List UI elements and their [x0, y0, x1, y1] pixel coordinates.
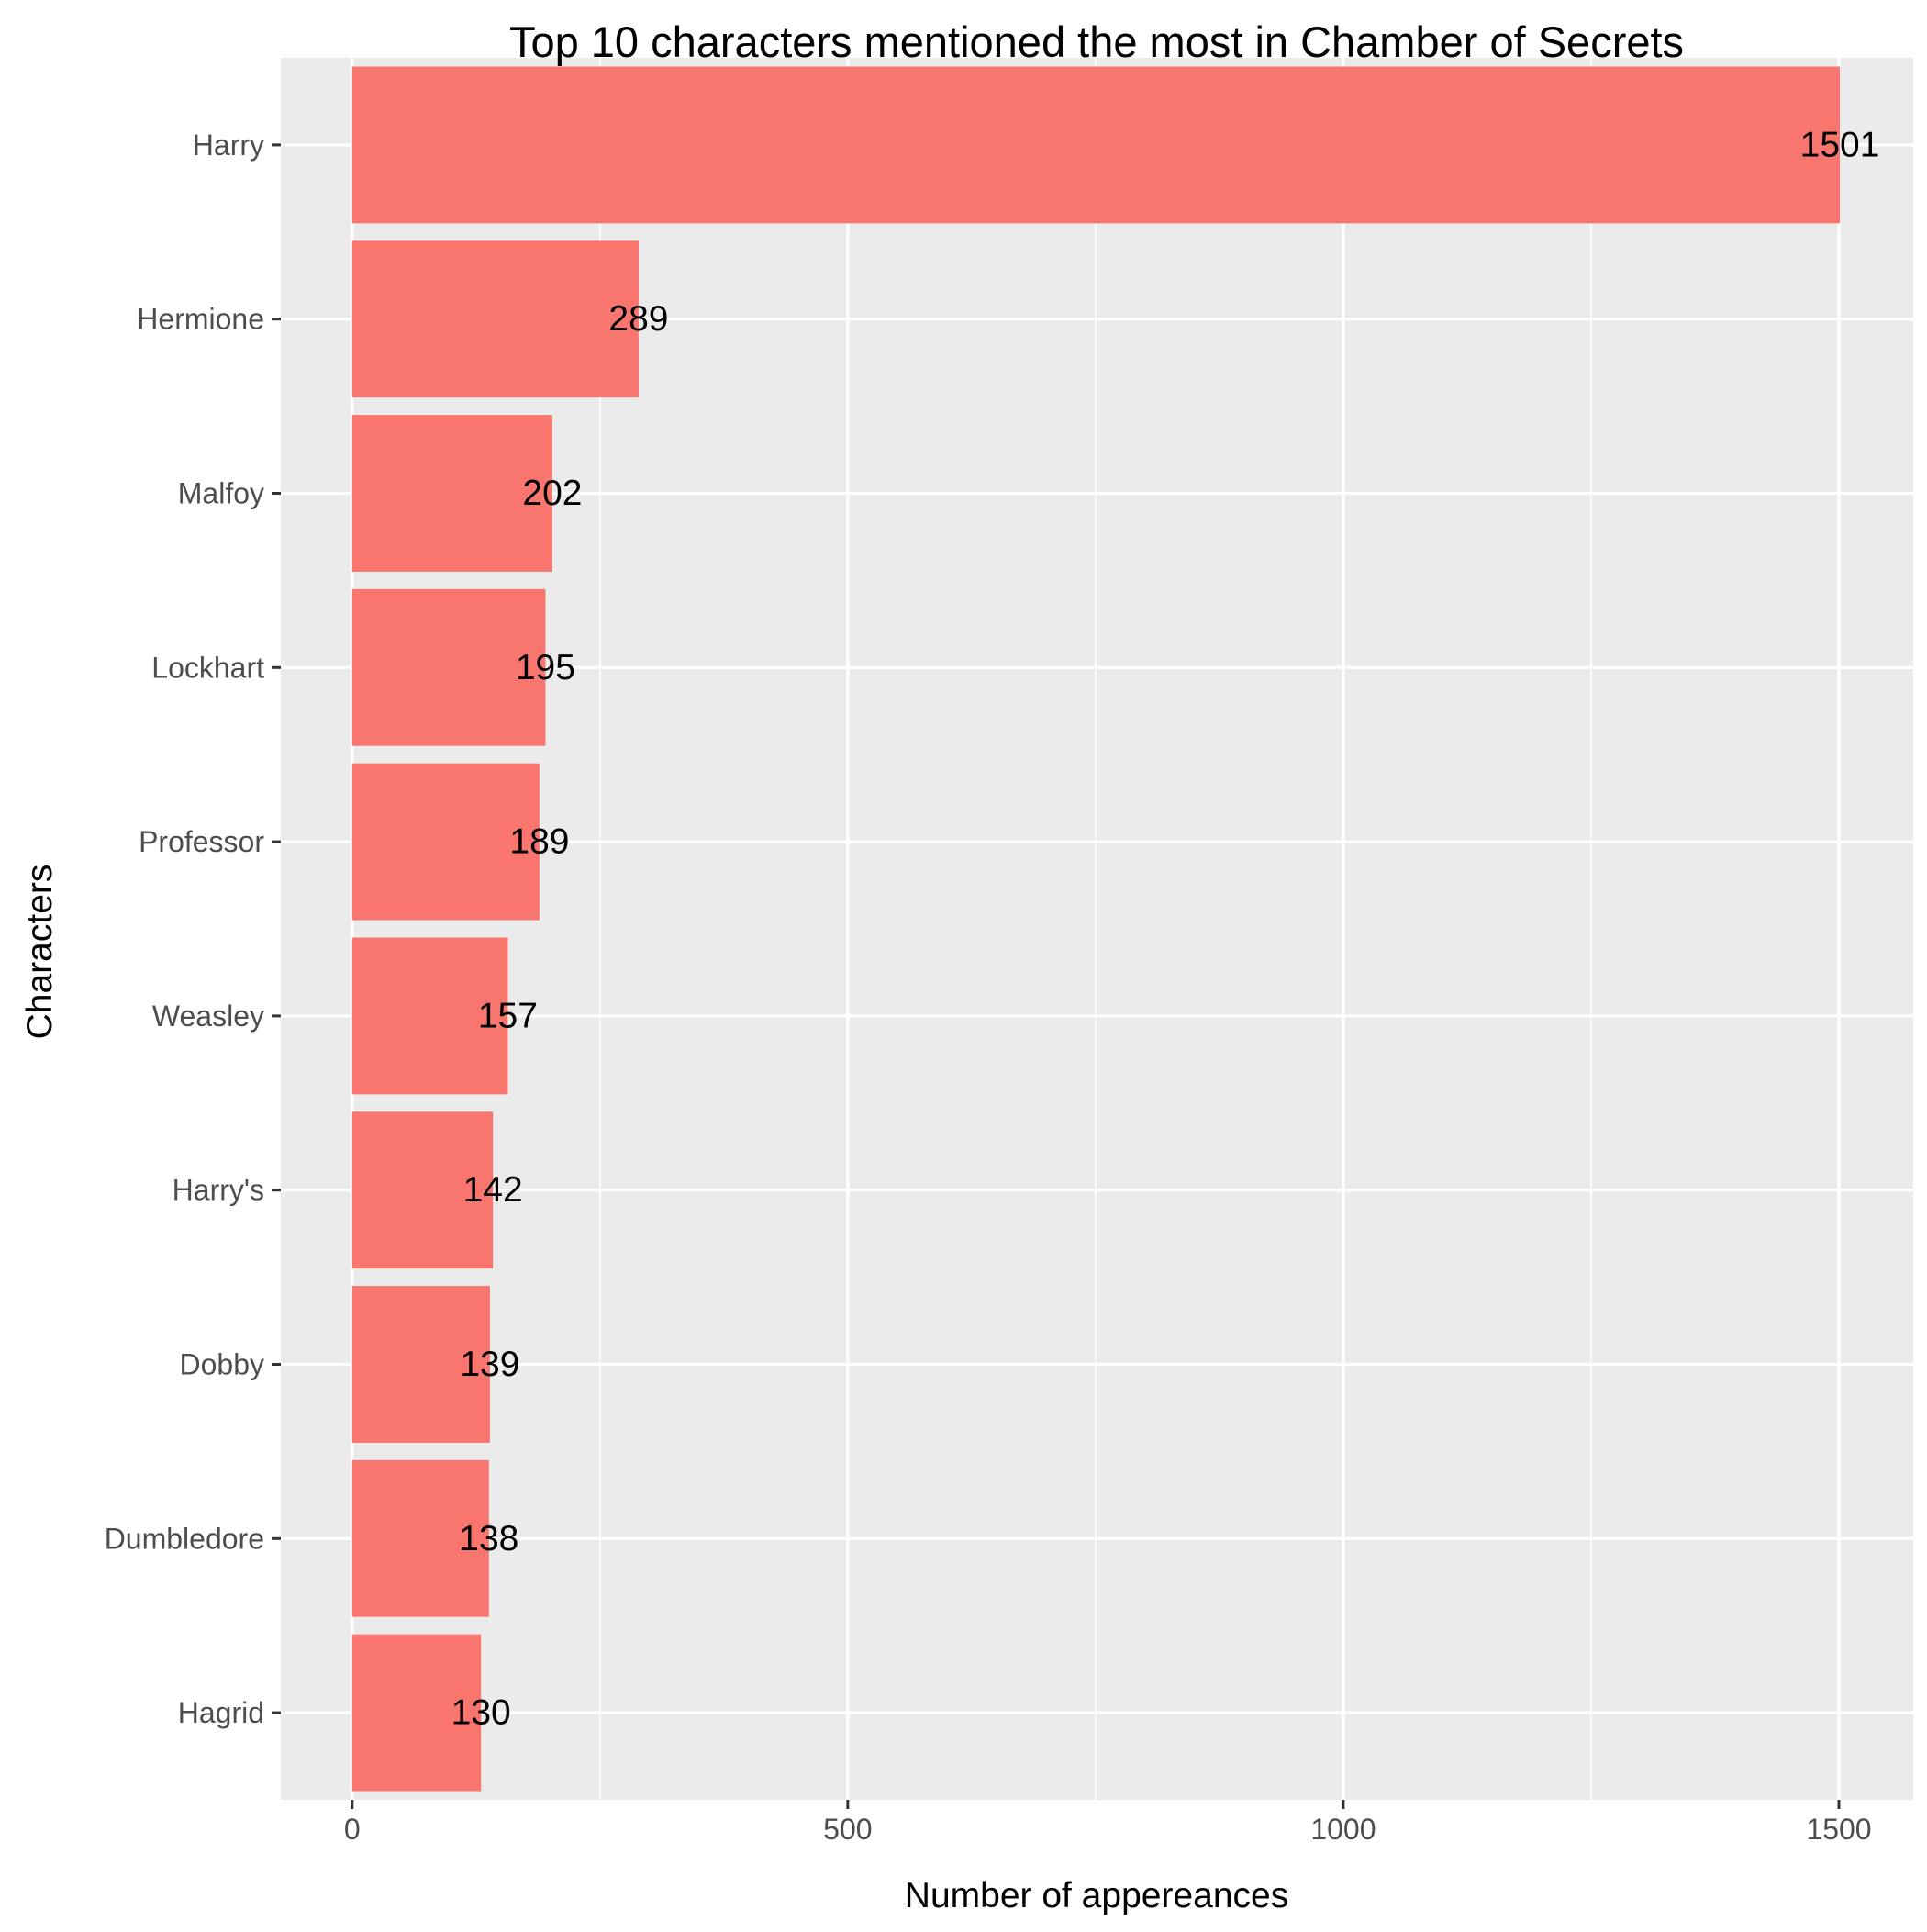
- data-label: 142: [463, 1170, 523, 1210]
- data-label: 195: [516, 648, 575, 687]
- y-tick-label: Hagrid: [178, 1696, 264, 1729]
- y-tick-label: Weasley: [152, 1000, 264, 1033]
- data-label: 138: [459, 1519, 518, 1558]
- bar: [351, 763, 540, 921]
- y-axis: Harry Hermione Malfoy Lockhart Professor Weas…: [105, 128, 281, 1729]
- y-axis-title: Characters: [20, 865, 60, 1040]
- chart-title: Top 10 characters mentioned the most in …: [509, 17, 1684, 66]
- y-tick-label: Harry: [193, 128, 264, 162]
- data-label: 202: [522, 474, 582, 513]
- data-label: 1501: [1800, 125, 1880, 164]
- y-tick-label: Professor: [139, 825, 264, 858]
- y-tick-label: Malfoy: [178, 477, 264, 510]
- x-tick-label: 1500: [1806, 1813, 1871, 1846]
- bar: [351, 415, 552, 572]
- x-axis-title: Number of appereances: [905, 1876, 1288, 1915]
- y-tick-label: Harry's: [173, 1174, 264, 1207]
- data-label: 130: [451, 1693, 511, 1733]
- bar: [351, 588, 546, 746]
- data-labels-group: 1501 289 202 195 189 157 142 139 138 130: [451, 125, 1880, 1732]
- x-axis: 0 500 1000 1500: [344, 1800, 1872, 1846]
- bar: [351, 1111, 494, 1269]
- y-tick-label: Hermione: [137, 303, 264, 336]
- y-tick-label: Dobby: [180, 1348, 265, 1381]
- bar: [351, 66, 1841, 224]
- data-label: 157: [478, 996, 538, 1035]
- bars-group: [351, 66, 1841, 1792]
- y-tick-label: Dumbledore: [105, 1522, 264, 1555]
- x-tick-label: 500: [823, 1813, 872, 1846]
- bar: [351, 1286, 490, 1443]
- y-tick-label: Lockhart: [151, 651, 264, 684]
- data-label: 289: [608, 299, 668, 339]
- x-tick-label: 1000: [1310, 1813, 1376, 1846]
- bar: [351, 1459, 489, 1617]
- data-label: 139: [460, 1345, 519, 1384]
- bar: [351, 240, 639, 398]
- x-tick-label: 0: [344, 1813, 361, 1846]
- bar: [351, 937, 508, 1095]
- data-label: 189: [509, 822, 569, 862]
- bar: [351, 1634, 482, 1792]
